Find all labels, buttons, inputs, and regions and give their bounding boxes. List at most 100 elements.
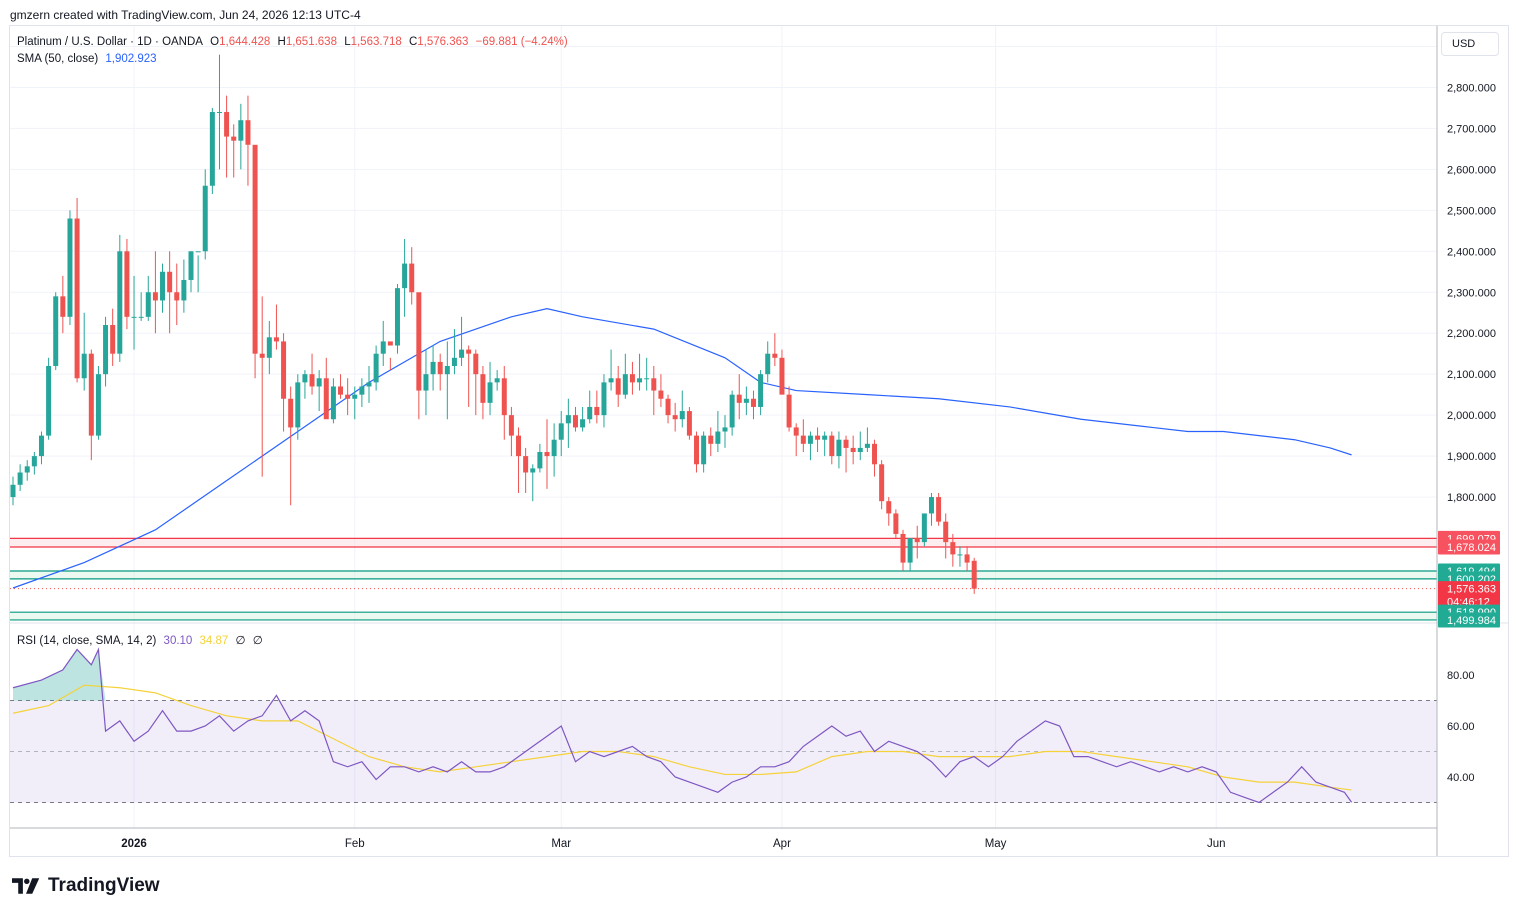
candle-body bbox=[829, 435, 835, 457]
price-tick-label: 1,900.000 bbox=[1447, 451, 1496, 463]
candle-body bbox=[53, 296, 59, 366]
candle bbox=[893, 509, 899, 539]
candle bbox=[402, 239, 408, 317]
candle-body bbox=[145, 292, 151, 317]
high-value: 1,651.638 bbox=[285, 36, 337, 48]
candle bbox=[715, 411, 721, 453]
last-price-badge-label: 1,576.363 bbox=[1447, 584, 1496, 596]
candle-body bbox=[366, 382, 372, 387]
symbol-label[interactable]: Platinum / U.S. Dollar · 1D · OANDA bbox=[17, 36, 203, 48]
candle-body bbox=[451, 357, 457, 366]
candle bbox=[608, 349, 614, 391]
candle-body bbox=[10, 484, 16, 498]
candle-body bbox=[864, 443, 870, 448]
candle-body bbox=[46, 365, 52, 436]
candle-body bbox=[295, 382, 301, 428]
candle bbox=[786, 386, 792, 432]
candle bbox=[131, 275, 137, 350]
candle bbox=[281, 333, 287, 432]
currency-selector[interactable]: USD bbox=[1441, 32, 1499, 56]
candle bbox=[950, 533, 956, 567]
candle-body bbox=[501, 378, 507, 416]
candle bbox=[551, 423, 557, 477]
time-tick-label: Feb bbox=[345, 838, 365, 850]
candle bbox=[544, 419, 550, 489]
candle bbox=[658, 374, 664, 407]
price-tick-label: 1,800.000 bbox=[1447, 492, 1496, 504]
candle-body bbox=[971, 560, 977, 589]
candle-body bbox=[416, 292, 422, 391]
price-tick-label: 2,400.000 bbox=[1447, 246, 1496, 258]
candle bbox=[587, 390, 593, 424]
candle-body bbox=[815, 435, 821, 440]
candle bbox=[921, 513, 927, 547]
candle bbox=[160, 263, 166, 313]
candle-body bbox=[843, 439, 849, 448]
candle bbox=[252, 144, 258, 379]
candle bbox=[231, 124, 237, 178]
candle bbox=[779, 349, 785, 395]
candle-body bbox=[672, 415, 678, 420]
candle bbox=[387, 341, 393, 371]
candle-body bbox=[629, 374, 635, 383]
candle bbox=[124, 239, 130, 330]
candle bbox=[964, 546, 970, 571]
chart-frame bbox=[9, 25, 1509, 857]
candle bbox=[516, 427, 522, 493]
candle bbox=[259, 296, 265, 477]
rsi-line bbox=[12, 647, 1353, 804]
candle bbox=[494, 370, 500, 391]
candle bbox=[879, 460, 885, 510]
candle-body bbox=[928, 497, 934, 514]
rsi-extra-1: ∅ bbox=[235, 635, 246, 647]
candle bbox=[829, 431, 835, 465]
price-tick-label: 2,300.000 bbox=[1447, 287, 1496, 299]
candle bbox=[914, 525, 920, 559]
close-label: C bbox=[408, 36, 418, 48]
candle bbox=[815, 427, 821, 453]
candle-body bbox=[167, 271, 173, 293]
candle-body bbox=[523, 456, 529, 473]
candle-body bbox=[74, 218, 80, 379]
candle-body bbox=[957, 554, 963, 556]
candle bbox=[857, 431, 863, 461]
candle-body bbox=[387, 341, 393, 346]
candle bbox=[480, 365, 486, 420]
tradingview-logo[interactable]: TradingView bbox=[12, 875, 160, 897]
time-tick-label: Jun bbox=[1207, 838, 1226, 850]
candle-body bbox=[309, 374, 315, 387]
candle-body bbox=[701, 435, 707, 465]
candle bbox=[24, 460, 30, 481]
price-tick-label: 2,000.000 bbox=[1447, 410, 1496, 422]
candle-body bbox=[565, 415, 571, 424]
candle bbox=[473, 349, 479, 416]
candle bbox=[295, 374, 301, 440]
candle-body bbox=[914, 538, 920, 543]
candle-body bbox=[516, 435, 522, 457]
price-tick-label: 2,500.000 bbox=[1447, 205, 1496, 217]
candle-body bbox=[722, 427, 728, 432]
candle bbox=[224, 95, 230, 178]
candle bbox=[594, 390, 600, 424]
candle bbox=[886, 497, 892, 526]
candle bbox=[46, 357, 52, 440]
candle-body bbox=[936, 497, 942, 522]
change-value: −69.881 (−4.24%) bbox=[475, 36, 568, 48]
candle bbox=[409, 247, 415, 305]
candle-body bbox=[188, 251, 194, 280]
rsi-ma-line bbox=[12, 684, 1352, 791]
candle bbox=[330, 378, 336, 424]
tradingview-logo-icon bbox=[12, 878, 40, 894]
low-label: L bbox=[344, 36, 351, 48]
candle-body bbox=[686, 411, 692, 436]
sma-label[interactable]: SMA (50, close) bbox=[17, 53, 99, 65]
candle-body bbox=[60, 296, 66, 317]
candle bbox=[800, 419, 806, 453]
candle-body bbox=[330, 386, 336, 420]
candle-body bbox=[758, 374, 764, 407]
time-tick-label: Mar bbox=[551, 838, 571, 850]
candle-body bbox=[637, 378, 643, 383]
rsi-label[interactable]: RSI (14, close, SMA, 14, 2) bbox=[17, 635, 157, 647]
open-label: O bbox=[210, 36, 220, 48]
